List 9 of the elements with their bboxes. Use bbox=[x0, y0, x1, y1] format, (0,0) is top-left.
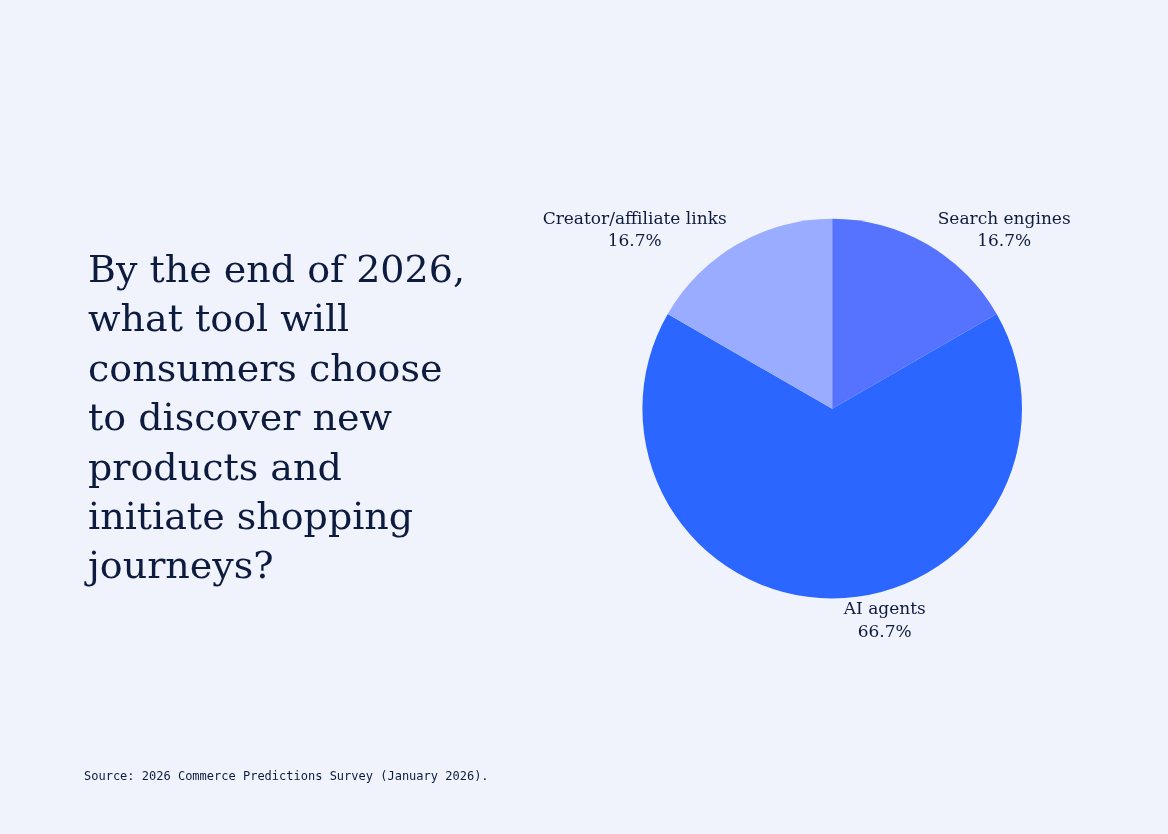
slice-label: AI agents bbox=[842, 598, 926, 619]
data-label: 66.7% bbox=[857, 620, 912, 641]
data-label: 16.7% bbox=[607, 229, 662, 250]
text: By the end of 2026, what tool will consumers choose to discover new products and initiate shopping journeys? bbox=[84, 247, 465, 588]
data-label: 16.7% bbox=[977, 229, 1032, 250]
source-note: Source: 2026 Commerce Predictions Survey (January 2026). bbox=[84, 769, 489, 783]
pie-slice bbox=[642, 313, 1022, 599]
slice-label: Search engines bbox=[937, 207, 1071, 228]
slice-label: Creator/affiliate links bbox=[542, 207, 727, 228]
